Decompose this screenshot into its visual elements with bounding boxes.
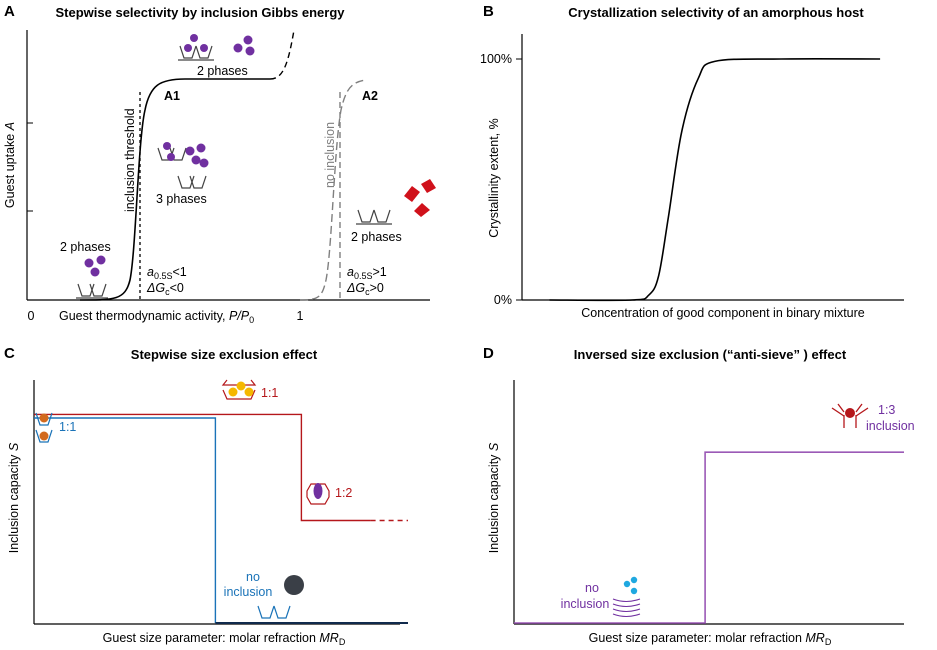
host-stacked-layers-icon [612, 598, 641, 618]
panel-a-curve-a2 [299, 79, 367, 301]
panel-a-label-a1: A1 [164, 89, 180, 103]
panel-a-title: Stepwise selectivity by inclusion Gibbs … [56, 5, 346, 20]
panel-c-red-ratio-top: 1:1 [261, 386, 278, 400]
panel-b-curve [549, 58, 881, 302]
panel-c-blue-step [34, 417, 217, 623]
panel-d-ratio: 1:3 [878, 403, 895, 417]
panel-c-blue-ratio: 1:1 [59, 420, 76, 434]
panel-c-red-step [34, 413, 371, 522]
panel-a-activity-condition-1: a0.5S<1 [147, 265, 187, 281]
panel-c-xlabel: Guest size parameter: molar refraction M… [103, 631, 346, 647]
panel-a-gibbs-condition-2: ΔGc>0 [346, 281, 384, 297]
panel-a-phases-right: 2 phases [351, 230, 402, 244]
small-guest-molecules-icon [623, 576, 638, 595]
panel-a-phases-low: 2 phases [60, 240, 111, 254]
panel-d: D Inversed size exclusion (“anti-sieve” … [483, 345, 915, 647]
panel-a-activity-condition-2: a0.5S>1 [347, 265, 387, 281]
panel-a-ylabel: Guest uptake A [3, 122, 17, 208]
panel-a-curve-a1 [79, 78, 270, 301]
panel-a-gibbs-condition-1: ΔGc<0 [146, 281, 184, 297]
panel-c-inclusion-label: inclusion [224, 585, 273, 599]
panel-a-xtick-1: 1 [297, 309, 304, 323]
host-1-1-blue-icon [35, 412, 53, 443]
host-1-2-red-icon [306, 483, 330, 505]
panel-d-xlabel: Guest size parameter: molar refraction M… [589, 631, 832, 647]
panel-c: C Stepwise size exclusion effect Inclusi… [4, 345, 408, 647]
panel-d-inclusion: inclusion [866, 419, 915, 433]
panel-d-inclusion-label: inclusion [561, 597, 610, 611]
guest-molecules-icon [185, 143, 209, 168]
panel-c-ylabel: Inclusion capacity S [7, 442, 21, 553]
panel-d-ylabel: Inclusion capacity S [487, 442, 501, 553]
host-1-1-red-icon [221, 379, 257, 400]
panel-a-xlabel: Guest thermodynamic activity, P/P0 [59, 309, 254, 325]
panel-c-title: Stepwise size exclusion effect [131, 347, 318, 362]
panel-a-xtick-0: 0 [28, 309, 35, 323]
guest-molecules-icon [233, 35, 255, 56]
host-filled-icon [157, 142, 187, 161]
panel-b: B Crystallization selectivity of an amor… [480, 3, 904, 320]
panel-a: A Stepwise selectivity by inclusion Gibb… [3, 3, 436, 325]
panel-c-label: C [4, 345, 15, 362]
panel-c-no-label: no [246, 570, 260, 584]
panel-a-no-inclusion-label: no inclusion [323, 122, 337, 188]
host-filled-icon [178, 34, 214, 61]
panel-a-label-a2: A2 [362, 89, 378, 103]
panel-b-ytick-label: 100% [480, 52, 512, 66]
panel-b-ticks: 0% 100% [480, 52, 522, 307]
panel-d-purple-step [514, 451, 904, 624]
panel-b-xlabel: Concentration of good component in binar… [581, 306, 865, 320]
panel-c-red-ratio-mid: 1:2 [335, 486, 352, 500]
panel-d-no-label: no [585, 581, 599, 595]
host-empty-blue-icon [257, 605, 291, 619]
panel-b-title: Crystallization selectivity of an amorph… [568, 5, 864, 20]
panel-d-title: Inversed size exclusion (“anti-sieve” ) … [574, 347, 847, 362]
host-1-3-icon [831, 403, 869, 428]
panel-b-label: B [483, 3, 494, 20]
panel-a-phases-high: 2 phases [197, 64, 248, 78]
panel-a-threshold-label: inclusion threshold [123, 108, 137, 212]
guest-molecules-icon [84, 255, 106, 277]
panel-a-label: A [4, 3, 15, 20]
large-guest-molecule-icon [284, 575, 304, 595]
host-empty-icon [76, 283, 108, 299]
panel-d-label: D [483, 345, 494, 362]
panel-a-curve-a1-dashed [269, 29, 295, 80]
host-empty-icon [177, 175, 207, 189]
host-empty-icon [356, 209, 392, 225]
panel-a-phases-mid: 3 phases [156, 192, 207, 206]
panel-b-ytick-label: 0% [494, 293, 512, 307]
panel-b-ylabel: Crystallinity extent, % [487, 118, 501, 237]
red-guest-crystals-icon [404, 179, 436, 217]
